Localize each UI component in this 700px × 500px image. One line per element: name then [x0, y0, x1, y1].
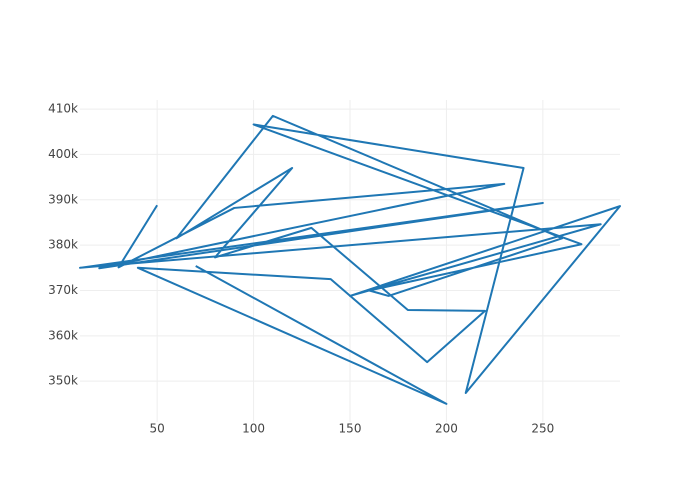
y-tick-label: 390k — [48, 192, 78, 206]
data-line — [79, 114, 621, 405]
x-tick-label: 150 — [339, 422, 362, 436]
y-tick-label: 400k — [48, 147, 78, 161]
y-tick-label: 350k — [48, 374, 78, 388]
x-tick-label: 100 — [242, 422, 265, 436]
y-tick-label: 370k — [48, 283, 78, 297]
x-tick-label: 50 — [150, 422, 165, 436]
y-tick-label: 410k — [48, 102, 78, 116]
y-tick-label: 360k — [48, 328, 78, 342]
y-tick-label: 380k — [48, 238, 78, 252]
x-tick-label: 250 — [531, 422, 554, 436]
x-tick-label: 200 — [435, 422, 458, 436]
